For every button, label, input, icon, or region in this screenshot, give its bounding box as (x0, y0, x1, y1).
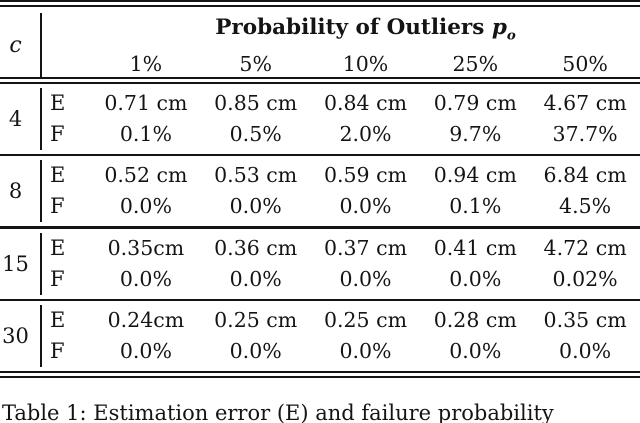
cell-value: 0.24cm (107, 308, 185, 333)
group-separator-rule (0, 154, 640, 157)
math-var-sub-o: o (506, 27, 516, 44)
cell-value: 0.0% (119, 339, 172, 364)
column-header-25pct: 25% (452, 52, 499, 77)
row-label-f: F (50, 339, 65, 364)
row-group-body: E 0.24cm 0.25 cm 0.25 cm 0.28 cm 0.35 cm… (40, 305, 640, 368)
cell-value: 0.0% (559, 339, 612, 364)
cell-value: 0.02% (552, 266, 618, 291)
table-row-group-c15: 15 E 0.35cm 0.36 cm 0.37 cm 0.41 cm 4.72… (0, 229, 640, 299)
table-row-group-c8: 8 E 0.52 cm 0.53 cm 0.59 cm 0.94 cm 6.84… (0, 156, 640, 226)
cell-value: 0.0% (119, 194, 172, 219)
row-label-f: F (50, 266, 65, 291)
cell-value: 0.1% (119, 122, 172, 146)
cell-value: 37.7% (552, 122, 618, 146)
table-header: c Probability of Outliers po 1% 5% 10% 2… (0, 7, 640, 79)
cell-value: 0.0% (229, 266, 282, 291)
cell-value: 0.0% (339, 194, 392, 219)
row-label-e: E (50, 308, 66, 333)
failure-row: F 0.1% 0.5% 2.0% 9.7% 37.7% (42, 119, 640, 150)
cell-value: 0.59 cm (323, 163, 408, 188)
column-header-10pct: 10% (342, 52, 389, 77)
cell-value: 0.5% (229, 122, 282, 146)
cell-value: 0.0% (229, 194, 282, 219)
cell-value: 4.67 cm (543, 91, 627, 115)
table-row-group-c30: 30 E 0.24cm 0.25 cm 0.25 cm 0.28 cm 0.35… (0, 301, 640, 371)
error-row: E 0.24cm 0.25 cm 0.25 cm 0.28 cm 0.35 cm (42, 305, 640, 336)
cell-value: 0.28 cm (433, 308, 517, 333)
row-group-body: E 0.52 cm 0.53 cm 0.59 cm 0.94 cm 6.84 c… (40, 160, 640, 223)
cell-value: 6.84 cm (543, 163, 627, 188)
cell-value: 0.84 cm (323, 91, 408, 115)
cell-value: 4.5% (559, 194, 612, 219)
header-separator-rule (0, 77, 640, 84)
error-row: E 0.71 cm 0.85 cm 0.84 cm 0.79 cm 4.67 c… (42, 88, 640, 119)
failure-row: F 0.0% 0.0% 0.0% 0.0% 0.0% (42, 336, 640, 367)
table-title-text: Probability of Outliers (215, 15, 485, 40)
failure-row: F 0.0% 0.0% 0.0% 0.0% 0.02% (42, 264, 640, 295)
column-header-5pct: 5% (239, 52, 272, 77)
cell-value: 0.0% (339, 266, 392, 291)
math-var-p: p (491, 15, 507, 40)
error-row: E 0.52 cm 0.53 cm 0.59 cm 0.94 cm 6.84 c… (42, 160, 640, 191)
cell-value: 0.94 cm (433, 163, 517, 188)
column-header-50pct: 50% (562, 52, 608, 77)
cell-value: 0.0% (449, 266, 502, 291)
row-label-e: E (50, 91, 66, 115)
cell-value: 0.0% (449, 339, 502, 364)
row-group-body: E 0.71 cm 0.85 cm 0.84 cm 0.79 cm 4.67 c… (40, 88, 640, 150)
column-header-1pct: 1% (129, 52, 163, 77)
group-separator-rule (0, 226, 640, 229)
table-caption: Table 1: Estimation error (E) and failur… (2, 401, 554, 423)
cell-value: 0.25 cm (323, 308, 408, 333)
cell-value: 0.41 cm (433, 235, 517, 260)
cell-value: 2.0% (339, 122, 392, 146)
row-label-e: E (50, 163, 66, 188)
cell-value: 0.37 cm (323, 235, 408, 260)
row-label-f: F (50, 122, 65, 146)
cell-value: 9.7% (449, 122, 502, 146)
error-row: E 0.35cm 0.36 cm 0.37 cm 0.41 cm 4.72 cm (42, 233, 640, 264)
cell-value: 0.0% (229, 339, 282, 364)
cell-value: 0.35 cm (543, 308, 627, 333)
table-row-group-c4: 4 E 0.71 cm 0.85 cm 0.84 cm 0.79 cm 4.67… (0, 84, 640, 154)
cell-value: 0.0% (119, 266, 172, 291)
cell-value: 0.53 cm (214, 163, 298, 188)
header-spacer (42, 50, 91, 78)
cell-value: 0.0% (339, 339, 392, 364)
row-label-e: E (50, 235, 66, 260)
row-group-c-value: 15 (2, 251, 29, 276)
column-headers-row: 1% 5% 10% 25% 50% (42, 50, 640, 78)
cell-value: 0.25 cm (214, 308, 298, 333)
table-header-body: Probability of Outliers po 1% 5% 10% 25%… (40, 13, 640, 79)
cell-value: 0.52 cm (104, 163, 188, 188)
table-top-rule (0, 0, 640, 7)
row-label-f: F (50, 194, 65, 219)
table-bottom-rule (0, 371, 640, 379)
cell-value: 0.36 cm (214, 235, 298, 260)
column-header-c: c (9, 32, 22, 58)
row-group-c-value: 8 (8, 179, 23, 204)
cell-value: 0.35cm (107, 235, 185, 260)
cell-value: 0.85 cm (214, 91, 298, 115)
cell-value: 4.72 cm (543, 235, 627, 260)
row-group-c-value: 30 (2, 324, 29, 349)
cell-value: 0.71 cm (104, 91, 188, 115)
row-group-c-value: 4 (8, 107, 23, 131)
cell-value: 0.1% (449, 194, 502, 219)
group-separator-rule (0, 298, 640, 302)
row-group-body: E 0.35cm 0.36 cm 0.37 cm 0.41 cm 4.72 cm… (40, 232, 640, 295)
table-title: Probability of Outliers po (91, 13, 640, 50)
cell-value: 0.79 cm (433, 91, 517, 115)
failure-row: F 0.0% 0.0% 0.0% 0.1% 4.5% (42, 191, 640, 222)
